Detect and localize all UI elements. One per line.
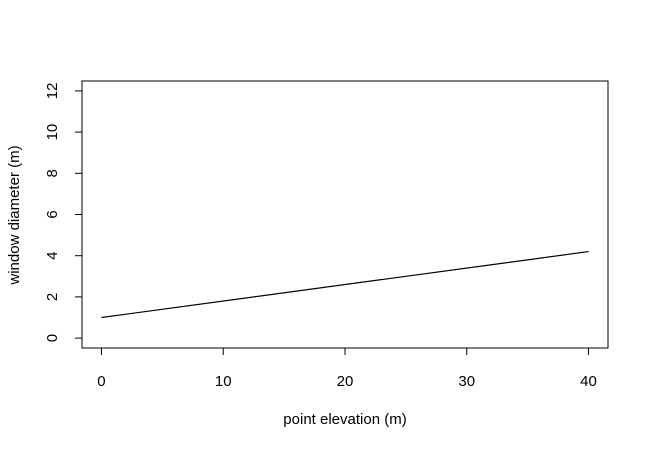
y-tick-label: 0 bbox=[44, 334, 61, 342]
series-line bbox=[101, 250, 589, 319]
y-axis: 0 2 4 6 8 10 12 bbox=[44, 83, 83, 342]
y-tick-label: 4 bbox=[44, 252, 61, 260]
plot-frame bbox=[81, 80, 609, 349]
x-axis: 0 10 20 30 40 bbox=[97, 347, 597, 390]
series-layer bbox=[101, 250, 589, 319]
y-tick-label: 2 bbox=[44, 293, 61, 301]
x-tick-label: 0 bbox=[97, 373, 105, 390]
x-tick-label: 10 bbox=[215, 373, 232, 390]
x-tick-label: 30 bbox=[458, 373, 475, 390]
y-tick-label: 10 bbox=[44, 124, 61, 141]
x-tick-label: 40 bbox=[580, 373, 597, 390]
y-axis-title: window diameter (m) bbox=[6, 145, 23, 285]
y-tick-label: 8 bbox=[44, 169, 61, 177]
y-tick-label: 12 bbox=[44, 83, 61, 100]
y-tick-label: 6 bbox=[44, 210, 61, 218]
x-axis-title: point elevation (m) bbox=[283, 411, 406, 428]
x-tick-label: 20 bbox=[337, 373, 354, 390]
